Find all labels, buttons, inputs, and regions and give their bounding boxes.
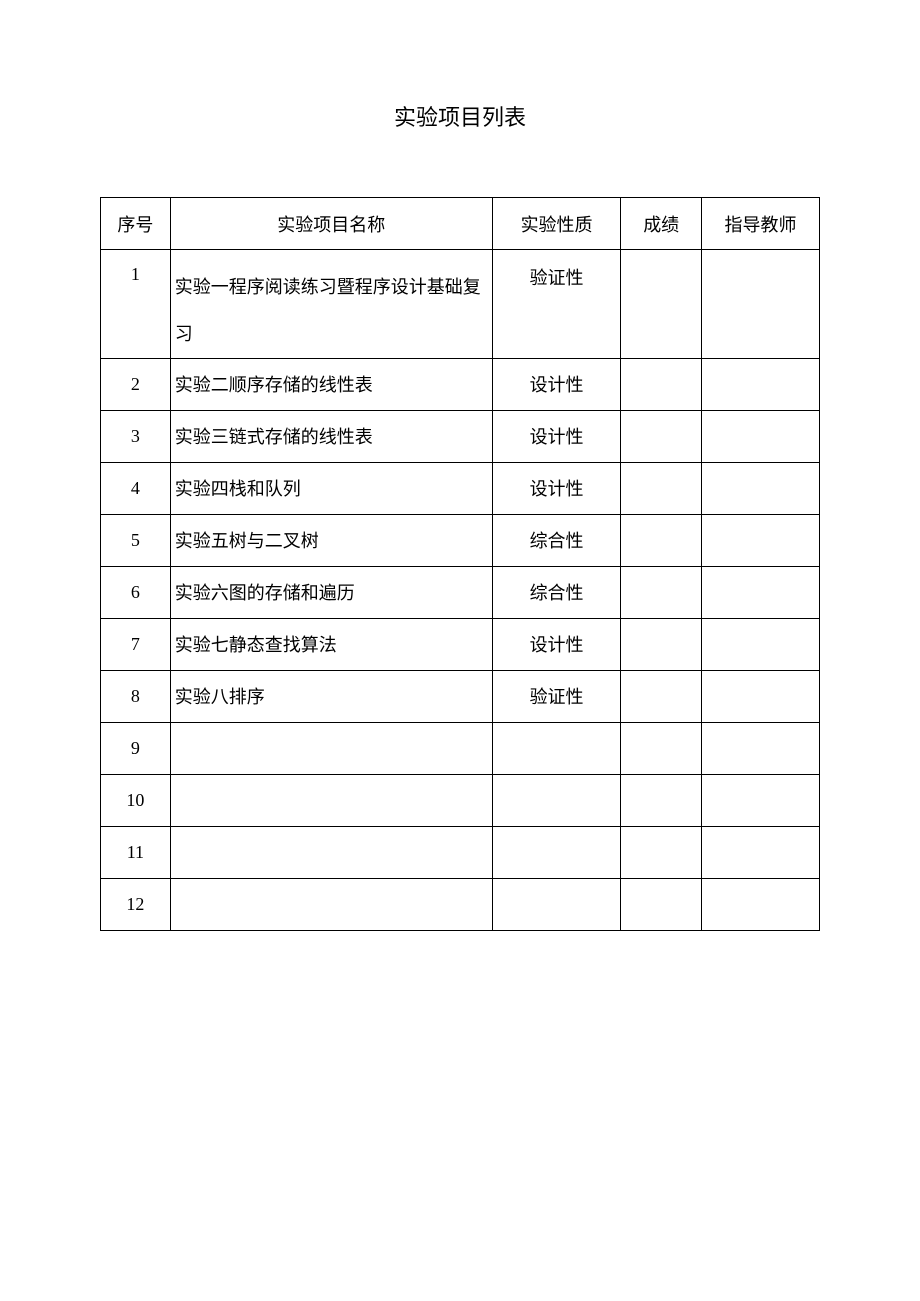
table-row: 6 实验六图的存储和遍历 综合性 — [101, 566, 820, 618]
cell-teacher — [701, 566, 819, 618]
cell-grade — [621, 774, 701, 826]
cell-nature — [492, 826, 621, 878]
cell-grade — [621, 618, 701, 670]
cell-name: 实验六图的存储和遍历 — [170, 566, 492, 618]
header-nature: 实验性质 — [492, 198, 621, 250]
cell-name — [170, 774, 492, 826]
cell-grade — [621, 358, 701, 410]
table-body: 1 实验一程序阅读练习暨程序设计基础复习 验证性 2 实验二顺序存储的线性表 设… — [101, 250, 820, 931]
cell-nature — [492, 722, 621, 774]
cell-teacher — [701, 774, 819, 826]
cell-grade — [621, 566, 701, 618]
experiment-table: 序号 实验项目名称 实验性质 成绩 指导教师 1 实验一程序阅读练习暨程序设计基… — [100, 197, 820, 931]
cell-teacher — [701, 878, 819, 930]
cell-nature: 设计性 — [492, 462, 621, 514]
cell-seq: 2 — [101, 358, 171, 410]
cell-seq: 10 — [101, 774, 171, 826]
table-row: 7 实验七静态查找算法 设计性 — [101, 618, 820, 670]
cell-name: 实验八排序 — [170, 670, 492, 722]
cell-teacher — [701, 618, 819, 670]
table-row: 10 — [101, 774, 820, 826]
cell-name — [170, 878, 492, 930]
cell-name: 实验三链式存储的线性表 — [170, 410, 492, 462]
cell-teacher — [701, 410, 819, 462]
table-row: 1 实验一程序阅读练习暨程序设计基础复习 验证性 — [101, 250, 820, 359]
cell-seq: 5 — [101, 514, 171, 566]
cell-seq: 8 — [101, 670, 171, 722]
table-row: 2 实验二顺序存储的线性表 设计性 — [101, 358, 820, 410]
cell-teacher — [701, 250, 819, 359]
header-teacher: 指导教师 — [701, 198, 819, 250]
page-title: 实验项目列表 — [0, 100, 920, 132]
cell-grade — [621, 670, 701, 722]
table-row: 4 实验四栈和队列 设计性 — [101, 462, 820, 514]
table-row: 5 实验五树与二叉树 综合性 — [101, 514, 820, 566]
cell-nature — [492, 774, 621, 826]
table-row: 12 — [101, 878, 820, 930]
cell-nature: 设计性 — [492, 618, 621, 670]
cell-seq: 9 — [101, 722, 171, 774]
table-row: 3 实验三链式存储的线性表 设计性 — [101, 410, 820, 462]
cell-grade — [621, 410, 701, 462]
cell-nature: 验证性 — [492, 670, 621, 722]
header-name: 实验项目名称 — [170, 198, 492, 250]
cell-seq: 11 — [101, 826, 171, 878]
table-header-row: 序号 实验项目名称 实验性质 成绩 指导教师 — [101, 198, 820, 250]
cell-grade — [621, 826, 701, 878]
cell-teacher — [701, 514, 819, 566]
cell-teacher — [701, 462, 819, 514]
cell-name: 实验二顺序存储的线性表 — [170, 358, 492, 410]
header-grade: 成绩 — [621, 198, 701, 250]
cell-nature: 综合性 — [492, 566, 621, 618]
cell-seq: 7 — [101, 618, 171, 670]
cell-nature: 设计性 — [492, 358, 621, 410]
cell-seq: 6 — [101, 566, 171, 618]
cell-name — [170, 826, 492, 878]
cell-teacher — [701, 358, 819, 410]
cell-name — [170, 722, 492, 774]
cell-teacher — [701, 670, 819, 722]
cell-grade — [621, 878, 701, 930]
cell-grade — [621, 462, 701, 514]
cell-grade — [621, 250, 701, 359]
table-row: 8 实验八排序 验证性 — [101, 670, 820, 722]
cell-seq: 3 — [101, 410, 171, 462]
cell-seq: 4 — [101, 462, 171, 514]
cell-name: 实验四栈和队列 — [170, 462, 492, 514]
cell-nature: 综合性 — [492, 514, 621, 566]
table-row: 9 — [101, 722, 820, 774]
cell-nature: 设计性 — [492, 410, 621, 462]
cell-teacher — [701, 826, 819, 878]
cell-nature: 验证性 — [492, 250, 621, 359]
cell-grade — [621, 514, 701, 566]
cell-seq: 1 — [101, 250, 171, 359]
cell-name: 实验七静态查找算法 — [170, 618, 492, 670]
experiment-table-container: 序号 实验项目名称 实验性质 成绩 指导教师 1 实验一程序阅读练习暨程序设计基… — [100, 197, 820, 931]
header-seq: 序号 — [101, 198, 171, 250]
cell-name: 实验一程序阅读练习暨程序设计基础复习 — [170, 250, 492, 359]
table-row: 11 — [101, 826, 820, 878]
cell-seq: 12 — [101, 878, 171, 930]
cell-nature — [492, 878, 621, 930]
cell-teacher — [701, 722, 819, 774]
cell-grade — [621, 722, 701, 774]
cell-name: 实验五树与二叉树 — [170, 514, 492, 566]
